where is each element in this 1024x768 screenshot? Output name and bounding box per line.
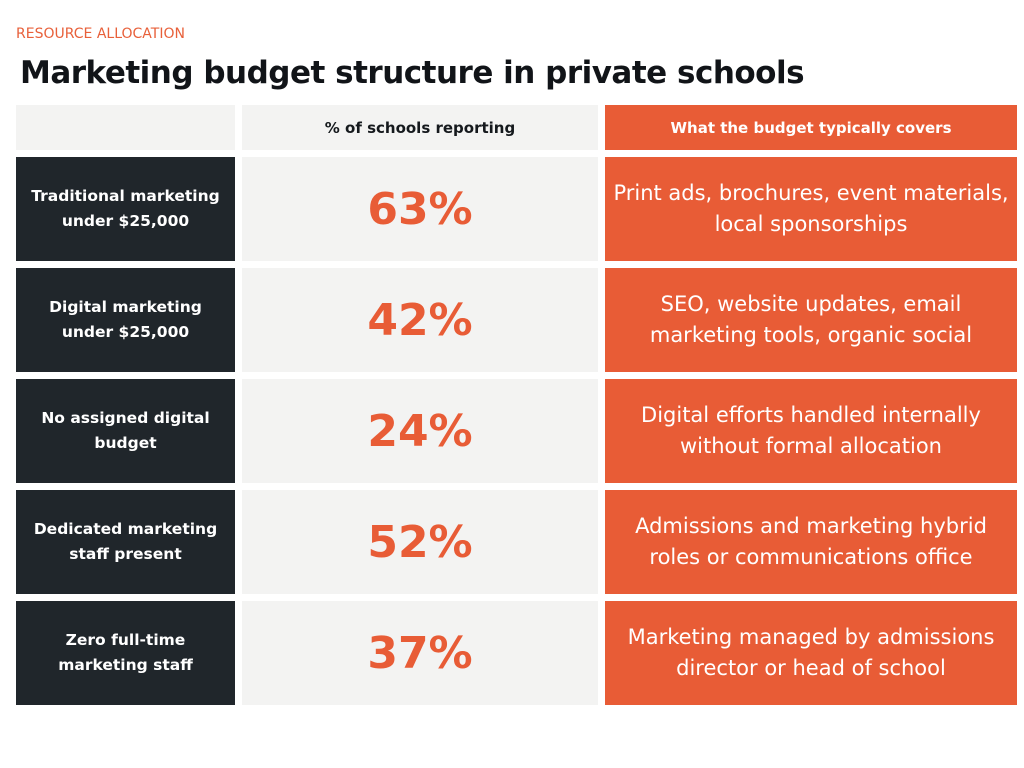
- percent-value: 37%: [367, 627, 473, 679]
- row-label: Traditional marketing under $25,000: [16, 157, 235, 261]
- row-label: No assigned digital budget: [16, 379, 235, 483]
- row-label: Digital marketing under $25,000: [16, 268, 235, 372]
- percent-value: 42%: [367, 294, 473, 346]
- percent-cell: 42%: [242, 268, 598, 372]
- header-covers-column: What the budget typically covers: [605, 105, 1017, 150]
- covers-cell: Marketing managed by admissions director…: [605, 601, 1017, 705]
- percent-value: 52%: [367, 516, 473, 568]
- percent-cell: 63%: [242, 157, 598, 261]
- percent-cell: 52%: [242, 490, 598, 594]
- row-label: Dedicated marketing staff present: [16, 490, 235, 594]
- page-title: Marketing budget structure in private sc…: [20, 55, 805, 91]
- covers-cell: SEO, website updates, email marketing to…: [605, 268, 1017, 372]
- header-blank-cell: [16, 105, 235, 150]
- covers-cell: Print ads, brochures, event materials, l…: [605, 157, 1017, 261]
- covers-cell: Digital efforts handled internally witho…: [605, 379, 1017, 483]
- header-percent-column: % of schools reporting: [242, 105, 598, 150]
- section-eyebrow: RESOURCE ALLOCATION: [16, 26, 185, 42]
- percent-value: 63%: [367, 183, 473, 235]
- budget-table: % of schools reporting What the budget t…: [16, 105, 1017, 705]
- percent-value: 24%: [367, 405, 473, 457]
- covers-cell: Admissions and marketing hybrid roles or…: [605, 490, 1017, 594]
- row-label: Zero full-time marketing staff: [16, 601, 235, 705]
- percent-cell: 37%: [242, 601, 598, 705]
- percent-cell: 24%: [242, 379, 598, 483]
